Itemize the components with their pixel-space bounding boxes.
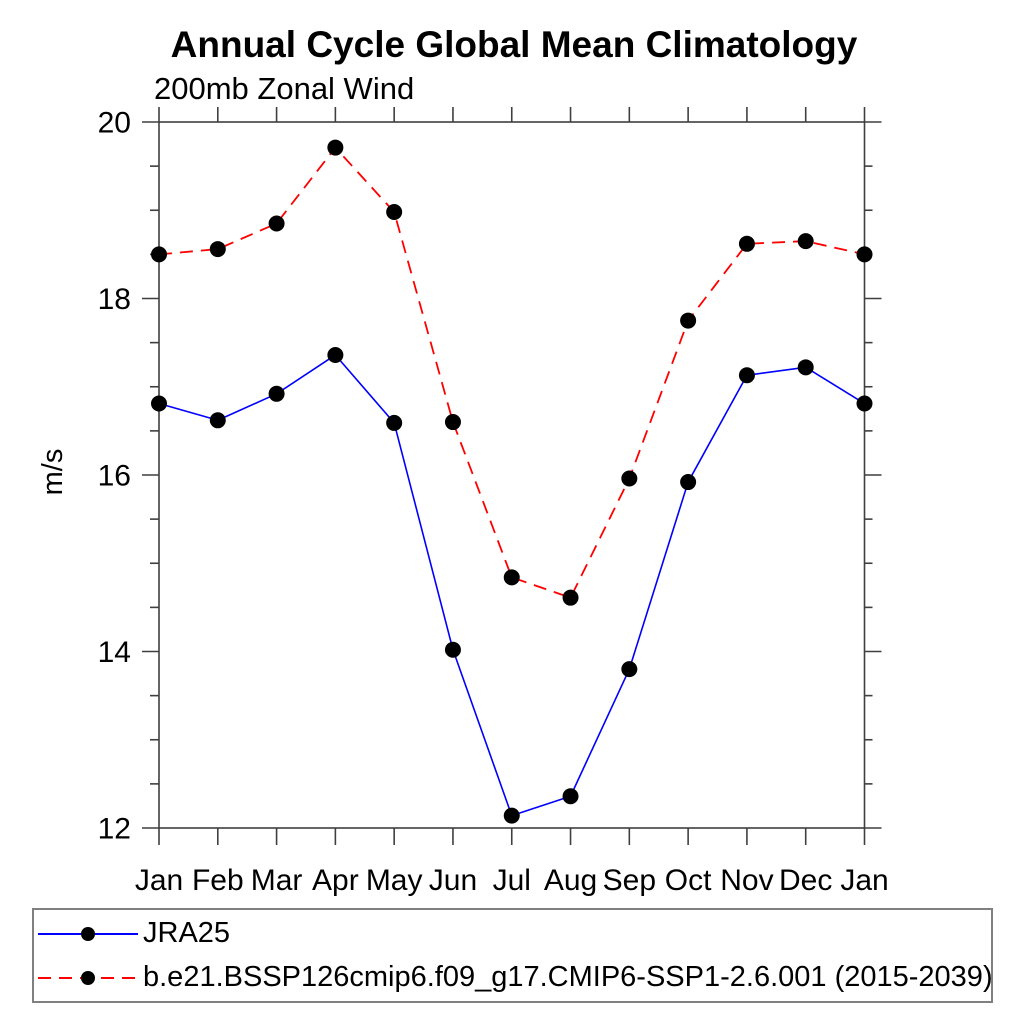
x-tick-label: May bbox=[366, 864, 423, 897]
legend-marker-icon bbox=[81, 926, 95, 941]
data-point-marker bbox=[503, 569, 520, 586]
x-tick-label: Jan bbox=[135, 864, 183, 897]
data-point-marker bbox=[327, 139, 344, 156]
data-point-marker bbox=[151, 246, 167, 263]
legend-marker-icon bbox=[81, 970, 95, 985]
legend-line-sample bbox=[38, 970, 138, 986]
data-point-marker bbox=[621, 661, 638, 678]
data-point-marker bbox=[856, 246, 873, 263]
data-point-marker bbox=[386, 204, 403, 221]
data-point-marker bbox=[680, 474, 697, 491]
legend-label: b.e21.BSSP126cmip6.f09_g17.CMIP6-SSP1-2.… bbox=[143, 961, 993, 993]
x-tick-label: Feb bbox=[192, 864, 244, 897]
legend-row-0: JRA25 bbox=[38, 912, 991, 956]
data-point-marker bbox=[444, 414, 461, 431]
chart-subtitle: 200mb Zonal Wind bbox=[154, 71, 414, 106]
data-point-marker bbox=[621, 470, 638, 487]
data-point-marker bbox=[797, 359, 814, 376]
data-point-marker bbox=[268, 215, 285, 232]
data-point-marker bbox=[151, 395, 167, 412]
x-tick-label: Aug bbox=[544, 864, 597, 897]
legend-label: JRA25 bbox=[143, 917, 231, 949]
data-point-marker bbox=[327, 346, 344, 363]
x-tick-label: Oct bbox=[665, 864, 712, 897]
legend-line-sample bbox=[38, 926, 138, 942]
data-point-marker bbox=[562, 788, 579, 805]
data-point-marker bbox=[209, 241, 226, 258]
legend-row-1: b.e21.BSSP126cmip6.f09_g17.CMIP6-SSP1-2.… bbox=[38, 956, 993, 1000]
data-point-marker bbox=[444, 641, 461, 658]
data-point-marker bbox=[680, 312, 697, 329]
data-point-marker bbox=[738, 367, 755, 384]
y-tick-label: 16 bbox=[98, 460, 131, 493]
x-tick-label: Jun bbox=[429, 864, 477, 897]
chart-title: Annual Cycle Global Mean Climatology bbox=[171, 24, 858, 65]
plot-area: Jan Feb Mar Apr May Jun Jul Aug Sep Oct Nov Dec Jan1… bbox=[98, 107, 889, 898]
series-line-1 bbox=[158, 146, 865, 599]
data-point-marker bbox=[738, 235, 755, 252]
data-point-marker bbox=[503, 807, 520, 824]
x-tick-label: Mar bbox=[251, 864, 303, 897]
x-tick-label: Nov bbox=[720, 864, 773, 897]
x-tick-label: Jan bbox=[840, 864, 888, 897]
data-point-marker bbox=[856, 395, 873, 412]
y-tick-label: 12 bbox=[98, 813, 131, 846]
legend: JRA25 b.e21.BSSP126cmip6.f09_g17.CMIP6-SS… bbox=[32, 908, 993, 1003]
data-point-marker bbox=[562, 589, 579, 606]
y-axis-label: m/s bbox=[37, 449, 69, 496]
data-point-marker bbox=[209, 412, 226, 429]
y-tick-label: 20 bbox=[98, 107, 131, 140]
data-point-marker bbox=[268, 385, 285, 402]
y-tick-label: 14 bbox=[98, 636, 131, 669]
x-tick-label: Sep bbox=[603, 864, 656, 897]
data-point-marker bbox=[386, 414, 403, 431]
x-tick-label: Jul bbox=[493, 864, 531, 897]
x-tick-label: Dec bbox=[779, 864, 832, 897]
data-point-marker bbox=[797, 233, 814, 250]
y-tick-label: 18 bbox=[98, 283, 131, 316]
x-tick-label: Apr bbox=[312, 864, 359, 897]
